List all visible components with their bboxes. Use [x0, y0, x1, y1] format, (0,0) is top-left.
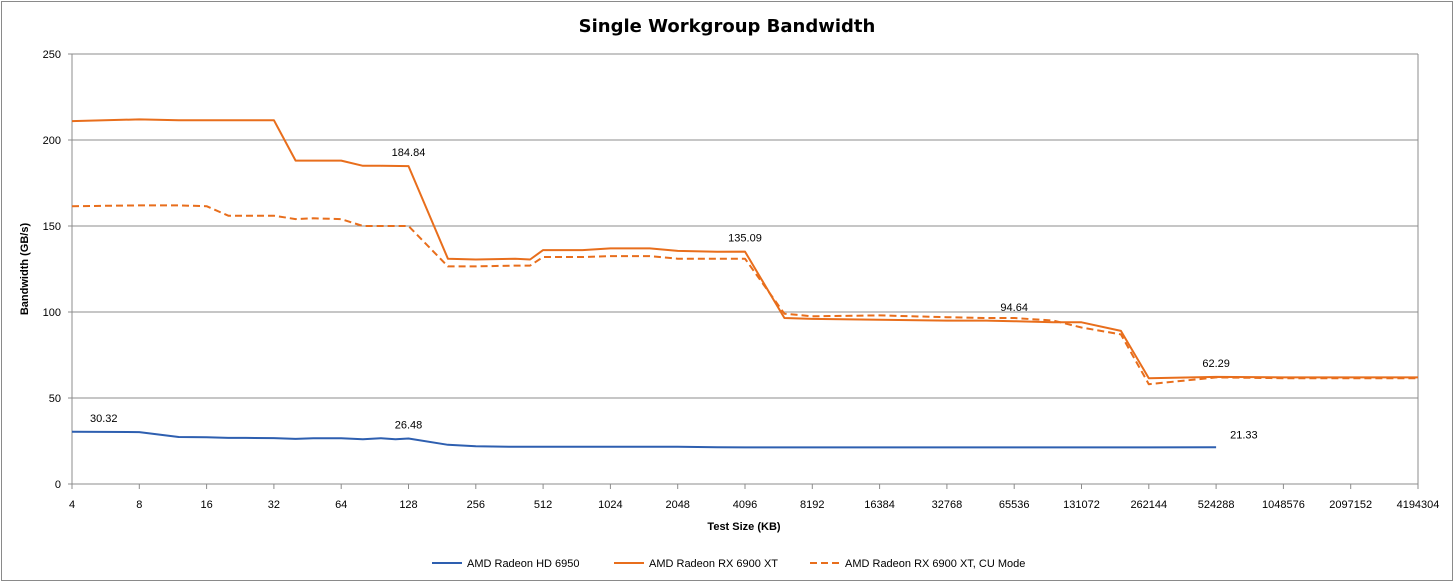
data-label: 30.32 — [90, 413, 118, 425]
series-line-1 — [71, 118, 1418, 380]
x-tick-label: 16384 — [864, 499, 895, 511]
x-tick-label: 1024 — [598, 499, 622, 511]
y-axis-title: Bandwidth (GB/s) — [19, 223, 31, 316]
x-tick-label: 32768 — [932, 499, 963, 511]
series-line-2 — [71, 204, 1418, 386]
x-tick-label: 1048576 — [1262, 499, 1305, 511]
x-tick-label: 16 — [200, 499, 212, 511]
x-tick-label: 262144 — [1130, 499, 1167, 511]
series-line-0 — [71, 430, 1217, 449]
x-tick-label: 524288 — [1198, 499, 1235, 511]
data-label: 62.29 — [1202, 358, 1230, 370]
y-tick-label: 100 — [43, 307, 61, 319]
legend-label-2: AMD Radeon RX 6900 XT, CU Mode — [845, 558, 1025, 570]
x-tick-label: 8192 — [800, 499, 824, 511]
x-tick-label: 131072 — [1063, 499, 1100, 511]
x-tick-label: 8 — [136, 499, 142, 511]
y-axis: 0 50 100 150 200 250 — [43, 49, 73, 491]
data-label: 94.64 — [1000, 302, 1028, 314]
x-tick-label: 32 — [268, 499, 280, 511]
x-tick-label: 4096 — [733, 499, 757, 511]
x-tick-label: 256 — [467, 499, 485, 511]
x-tick-label: 4 — [69, 499, 75, 511]
data-labels: 30.32 26.48 21.33 184.84 135.09 94.64 62.29 — [90, 147, 1258, 441]
y-tick-label: 150 — [43, 221, 61, 233]
y-tick-label: 200 — [43, 135, 61, 147]
y-tick-label: 50 — [49, 393, 61, 405]
data-label: 135.09 — [728, 233, 762, 245]
legend: AMD Radeon HD 6950 AMD Radeon RX 6900 XT A… — [432, 558, 1025, 570]
x-tick-label: 128 — [399, 499, 417, 511]
data-label: 26.48 — [395, 419, 423, 431]
x-axis-title: Test Size (KB) — [707, 521, 780, 533]
y-tick-label: 0 — [55, 479, 61, 491]
x-tick-label: 2097152 — [1329, 499, 1372, 511]
x-tick-label: 512 — [534, 499, 552, 511]
legend-label-0: AMD Radeon HD 6950 — [467, 558, 580, 570]
legend-label-1: AMD Radeon RX 6900 XT — [649, 558, 778, 570]
x-tick-label: 64 — [335, 499, 347, 511]
series-lines — [71, 118, 1418, 449]
y-tick-label: 250 — [43, 49, 61, 61]
data-label: 184.84 — [392, 147, 426, 159]
grid-lines — [72, 53, 1418, 399]
chart-title: Single Workgroup Bandwidth — [579, 16, 876, 37]
x-axis: 4 8 16 32 64 128 256 512 1024 2048 4096 8192 16384 32… — [69, 54, 1439, 511]
x-tick-label: 2048 — [665, 499, 689, 511]
x-tick-label: 4194304 — [1397, 499, 1440, 511]
x-tick-label: 65536 — [999, 499, 1030, 511]
data-label: 21.33 — [1230, 429, 1258, 441]
